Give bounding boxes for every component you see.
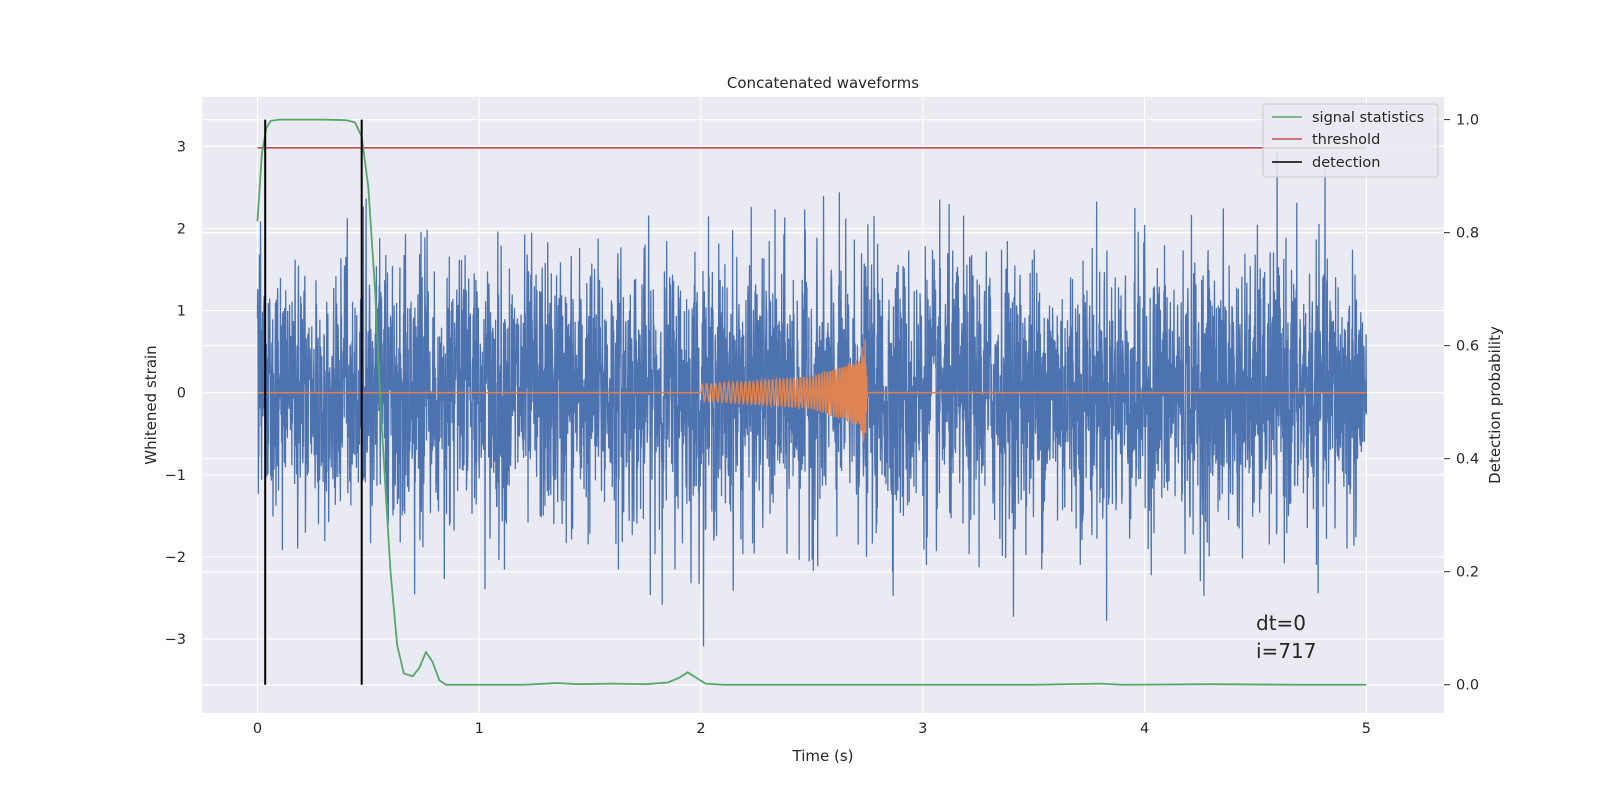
y-tick-label: −2	[165, 550, 186, 566]
x-tick-label: 3	[918, 721, 927, 737]
x-tick-label: 1	[475, 721, 484, 737]
y-tick-label: −3	[165, 632, 186, 648]
x-tick-label: 5	[1362, 721, 1371, 737]
signal-statistics-line	[256, 118, 1367, 686]
chart-title: Concatenated waveforms	[727, 74, 919, 92]
y2-tick-label: 1.0	[1456, 113, 1479, 129]
x-tick-label: 2	[696, 721, 705, 737]
y-tick-label: 1	[177, 304, 186, 320]
y2-tick-label: 0.6	[1456, 339, 1479, 355]
y2-tick-label: 0.8	[1456, 226, 1479, 242]
y-tick-label: 3	[177, 139, 186, 155]
legend-label-threshold: threshold	[1312, 132, 1380, 148]
ticks: 0 1 2 3 4 5 −3 −2 −1 0 1 2 3 0.0 0.2 0.4 0.6 0.8 1.0	[165, 113, 1479, 737]
annotation-dt: dt=0	[1256, 611, 1306, 635]
y-tick-label: 2	[177, 221, 186, 237]
legend-frame	[1262, 103, 1439, 178]
legend-label-detection: detection	[1312, 155, 1380, 171]
y-tick-label: 0	[177, 386, 186, 402]
legend: signal statistics threshold detection	[1262, 103, 1439, 178]
x-tick-label: 0	[253, 721, 262, 737]
chirp-waveform-line	[257, 339, 1367, 442]
annotation-index: i=717	[1256, 639, 1317, 663]
y-tick-label: −1	[165, 468, 186, 484]
y2-tick-label: 0.2	[1456, 565, 1479, 581]
data-layer	[256, 118, 1368, 686]
y2-axis-label: Detection probability	[1486, 326, 1504, 484]
y2-tick-label: 0.0	[1456, 678, 1479, 694]
y-axis-label: Whitened strain	[142, 345, 160, 464]
y2-tick-label: 0.4	[1456, 452, 1479, 468]
legend-label-signal-statistics: signal statistics	[1312, 110, 1424, 126]
x-tick-label: 4	[1140, 721, 1149, 737]
x-axis-label: Time (s)	[792, 747, 854, 765]
